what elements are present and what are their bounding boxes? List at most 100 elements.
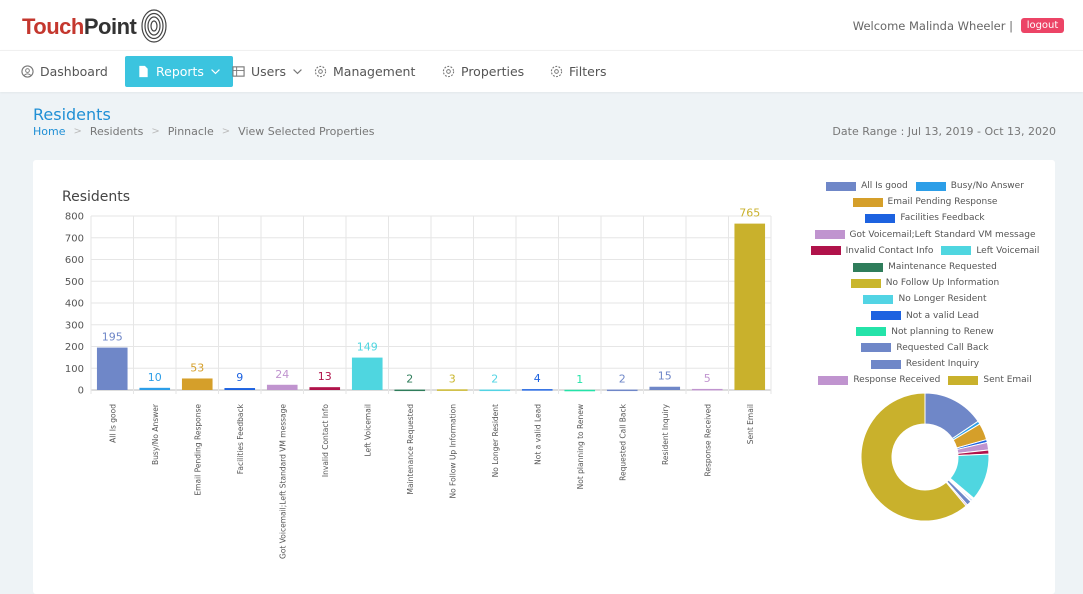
legend-swatch [871,311,901,320]
legend-label: Not planning to Renew [891,327,993,337]
legend-label: Maintenance Requested [888,262,997,272]
legend-swatch [863,295,893,304]
y-tick-label: 300 [65,320,84,331]
legend-row: Maintenance Requested [800,259,1050,275]
legend-label: Email Pending Response [888,197,998,207]
legend-item[interactable]: Sent Email [948,375,1031,385]
legend-row: Resident Inquiry [800,356,1050,372]
bar-value-label: 53 [190,361,204,374]
legend-label: No Follow Up Information [886,278,999,288]
legend-row: Requested Call Back [800,340,1050,356]
bar [182,378,213,390]
legend-label: Invalid Contact Info [846,246,934,256]
legend-item[interactable]: No Follow Up Information [851,278,999,288]
x-tick-label: Sent Email [746,404,755,444]
bar-value-label: 9 [236,371,243,384]
legend-item[interactable]: Facilities Feedback [865,213,984,223]
bar-value-label: 2 [491,373,498,386]
legend-row: Got Voicemail;Left Standard VM message [800,227,1050,243]
x-tick-label: Requested Call Back [618,403,627,480]
bar-value-label: 24 [275,368,289,381]
bar [607,390,638,392]
legend-swatch [815,230,845,239]
bar [352,358,383,390]
legend-swatch [865,214,895,223]
y-tick-label: 200 [65,342,84,353]
legend-item[interactable]: Response Received [818,375,940,385]
legend-row: Email Pending Response [800,194,1050,210]
legend-swatch [861,343,891,352]
legend-swatch [941,246,971,255]
x-tick-label: Facilities Feedback [236,403,245,474]
bar-value-label: 5 [704,372,711,385]
legend-swatch [856,327,886,336]
legend-row: Facilities Feedback [800,210,1050,226]
legend-label: Left Voicemail [976,246,1039,256]
bar-value-label: 15 [658,370,672,383]
legend-row: No Follow Up Information [800,275,1050,291]
legend-label: Not a valid Lead [906,311,979,321]
legend-row: Not a valid Lead [800,308,1050,324]
legend-row: Invalid Contact Info Left Voicemail [800,243,1050,259]
legend-label: Got Voicemail;Left Standard VM message [850,230,1036,240]
legend-row: No Longer Resident [800,291,1050,307]
legend-swatch [811,246,841,255]
y-tick-label: 600 [65,255,84,266]
legend-swatch [853,198,883,207]
bar [139,388,170,390]
bar-value-label: 3 [449,372,456,385]
bar-value-label: 195 [102,331,123,344]
legend-item[interactable]: No Longer Resident [863,294,986,304]
bar-value-label: 2 [406,373,413,386]
legend-swatch [818,376,848,385]
bar-value-label: 2 [619,373,626,386]
x-tick-label: Resident Inquiry [661,403,670,465]
legend-item[interactable]: Maintenance Requested [853,262,997,272]
y-tick-label: 100 [65,364,84,375]
bar [224,388,255,390]
legend-label: Facilities Feedback [900,213,984,223]
legend-label: Requested Call Back [896,343,988,353]
legend-item[interactable]: Not planning to Renew [856,327,993,337]
legend-swatch [826,182,856,191]
x-tick-label: Email Pending Response [193,404,202,496]
y-tick-label: 800 [65,212,84,223]
bar [649,387,680,390]
legend-label: Busy/No Answer [951,181,1024,191]
legend-item[interactable]: All Is good [826,181,908,191]
x-tick-label: No Follow Up Information [448,404,457,499]
legend-item[interactable]: Busy/No Answer [916,181,1024,191]
legend-item[interactable]: Not a valid Lead [871,311,979,321]
legend-item[interactable]: Invalid Contact Info [811,246,934,256]
legend-label: Response Received [853,375,940,385]
bar [437,389,468,391]
x-tick-label: Got Voicemail;Left Standard VM message [278,404,287,559]
x-tick-label: Busy/No Answer [151,403,160,465]
chart-legend: All Is good Busy/No Answer Email Pending R… [800,178,1050,388]
bar [309,387,340,390]
legend-item[interactable]: Resident Inquiry [871,359,979,369]
bar-value-label: 4 [534,372,541,385]
legend-row: Response Received Sent Email [800,372,1050,388]
legend-swatch [916,182,946,191]
bar-value-label: 1 [576,373,583,386]
bar-value-label: 13 [318,370,332,383]
legend-item[interactable]: Requested Call Back [861,343,988,353]
x-tick-label: All Is good [108,404,117,443]
bar [564,390,595,392]
bar [692,389,723,391]
x-tick-label: No Longer Resident [491,404,500,477]
legend-swatch [853,263,883,272]
bar [479,390,510,392]
bar [734,224,765,390]
legend-item[interactable]: Left Voicemail [941,246,1039,256]
x-tick-label: Not a valid Lead [533,404,542,465]
bar-value-label: 149 [357,341,378,354]
bar [267,385,298,390]
y-tick-label: 0 [78,386,84,397]
legend-item[interactable]: Got Voicemail;Left Standard VM message [815,230,1036,240]
y-tick-label: 400 [65,299,84,310]
legend-label: Sent Email [983,375,1031,385]
legend-item[interactable]: Email Pending Response [853,197,998,207]
legend-swatch [948,376,978,385]
